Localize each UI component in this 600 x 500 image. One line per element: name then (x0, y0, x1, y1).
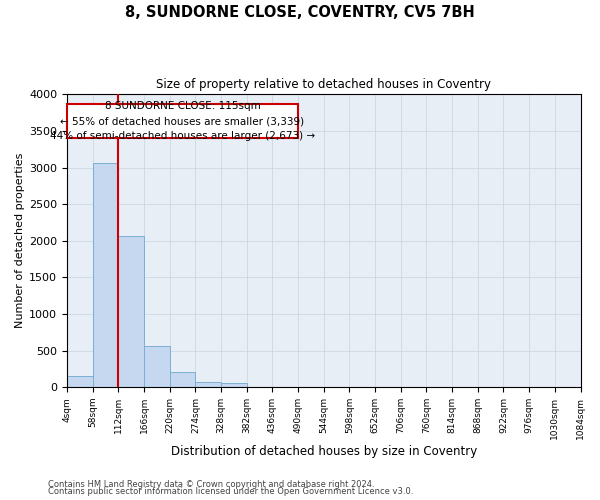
Bar (67, 376, 92, 387)
Text: 8 SUNDORNE CLOSE: 115sqm
← 55% of detached houses are smaller (3,339)
44% of sem: 8 SUNDORNE CLOSE: 115sqm ← 55% of detach… (50, 102, 315, 141)
Bar (144, 346, 170, 387)
Y-axis label: Number of detached properties: Number of detached properties (15, 153, 25, 328)
Text: 8, SUNDORNE CLOSE, COVENTRY, CV5 7BH: 8, SUNDORNE CLOSE, COVENTRY, CV5 7BH (125, 5, 475, 20)
Bar (92, 163, 118, 387)
X-axis label: Distribution of detached houses by size in Coventry: Distribution of detached houses by size … (170, 444, 477, 458)
Bar (170, 372, 196, 387)
Text: Contains public sector information licensed under the Open Government Licence v3: Contains public sector information licen… (48, 487, 413, 496)
Bar (221, 382, 247, 387)
Bar (196, 382, 221, 387)
Text: Contains HM Land Registry data © Crown copyright and database right 2024.: Contains HM Land Registry data © Crown c… (48, 480, 374, 489)
Bar (118, 236, 144, 387)
FancyBboxPatch shape (67, 104, 298, 138)
Title: Size of property relative to detached houses in Coventry: Size of property relative to detached ho… (156, 78, 491, 90)
